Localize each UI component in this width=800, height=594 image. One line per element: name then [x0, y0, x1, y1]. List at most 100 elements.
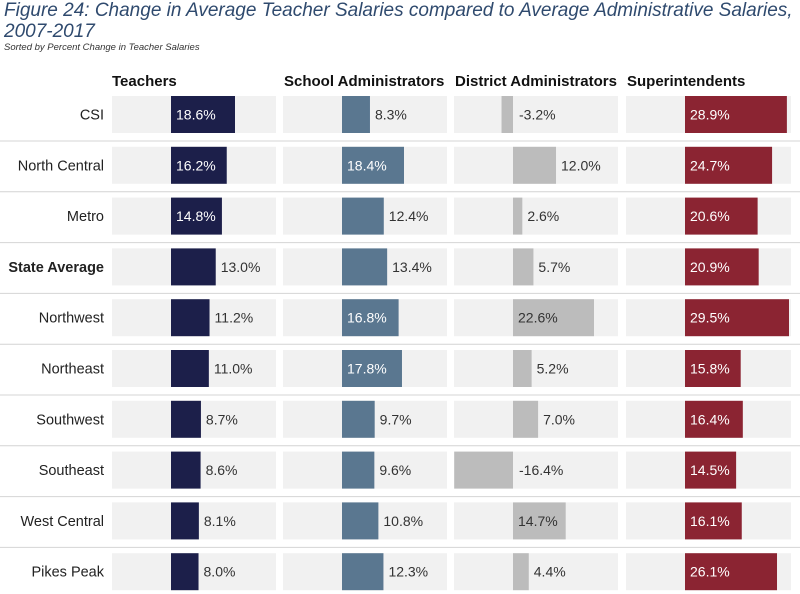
bar-district-administrators — [513, 146, 557, 184]
category-label: North Central — [18, 158, 104, 174]
bar-superintendents — [685, 400, 743, 438]
bar-teachers — [171, 350, 209, 387]
bar-district-administrators — [513, 299, 594, 337]
value-label-district-administrators: 2.6% — [527, 208, 559, 224]
column-header-teachers: Teachers — [112, 73, 177, 90]
value-label-district-administrators: 22.6% — [518, 310, 558, 326]
bar-superintendents — [685, 96, 787, 133]
value-label-district-administrators: 14.7% — [518, 513, 558, 529]
value-label-teachers: 8.1% — [204, 513, 236, 529]
column-header-superintendents: Superintendents — [627, 73, 746, 90]
bar-superintendents — [685, 553, 778, 591]
bar-school-administrators — [342, 197, 384, 235]
track-district-administrators — [454, 96, 618, 133]
bar-school-administrators — [342, 502, 379, 540]
value-label-district-administrators: 7.0% — [543, 411, 575, 427]
bar-superintendents — [685, 197, 758, 235]
value-label-school-administrators: 12.4% — [389, 208, 429, 224]
column-header-school-administrators: School Administrators — [284, 73, 445, 90]
category-label: Southwest — [36, 412, 104, 428]
category-label: West Central — [20, 514, 104, 530]
bar-district-administrators — [513, 248, 534, 286]
bar-school-administrators — [342, 248, 388, 286]
bar-teachers — [171, 502, 199, 540]
bar-teachers — [171, 146, 227, 184]
bar-superintendents — [685, 451, 737, 489]
value-label-school-administrators: 16.8% — [347, 310, 387, 326]
value-label-teachers: 8.6% — [206, 462, 238, 478]
category-label: CSI — [80, 108, 104, 124]
value-label-teachers: 18.6% — [176, 107, 216, 123]
category-label: Southeast — [39, 463, 104, 479]
value-label-superintendents: 16.4% — [690, 411, 730, 427]
value-label-superintendents: 15.8% — [690, 361, 730, 377]
bar-school-administrators — [342, 96, 370, 133]
value-label-district-administrators: 5.7% — [538, 259, 570, 275]
category-label: Pikes Peak — [31, 565, 104, 581]
value-label-school-administrators: 13.4% — [392, 259, 432, 275]
bar-district-administrators — [501, 96, 513, 133]
bar-teachers — [171, 451, 201, 489]
bar-school-administrators — [342, 400, 375, 438]
bar-school-administrators — [342, 451, 375, 489]
value-label-school-administrators: 9.6% — [379, 462, 411, 478]
value-label-district-administrators: 4.4% — [534, 564, 566, 580]
value-label-superintendents: 26.1% — [690, 564, 730, 580]
bar-district-administrators — [454, 451, 513, 489]
bar-district-administrators — [513, 197, 523, 235]
bar-superintendents — [685, 502, 742, 540]
value-label-district-administrators: -16.4% — [519, 462, 563, 478]
value-label-teachers: 16.2% — [176, 157, 216, 173]
bar-teachers — [171, 197, 222, 235]
bar-district-administrators — [513, 400, 539, 438]
value-label-teachers: 14.8% — [176, 208, 216, 224]
value-label-district-administrators: 12.0% — [561, 157, 601, 173]
bar-district-administrators — [513, 502, 566, 540]
bar-district-administrators — [513, 350, 532, 387]
value-label-district-administrators: 5.2% — [537, 361, 569, 377]
value-label-superintendents: 20.6% — [690, 208, 730, 224]
value-label-superintendents: 29.5% — [690, 310, 730, 326]
chart-title: Figure 24: Change in Average Teacher Sal… — [4, 0, 793, 42]
bar-superintendents — [685, 146, 773, 184]
track-district-administrators — [454, 197, 618, 235]
bar-teachers — [171, 248, 216, 286]
bar-superintendents — [685, 350, 741, 387]
bar-school-administrators — [342, 350, 402, 387]
value-label-superintendents: 28.9% — [690, 107, 730, 123]
chart-subtitle: Sorted by Percent Change in Teacher Sala… — [4, 42, 200, 53]
value-label-superintendents: 20.9% — [690, 259, 730, 275]
bar-superintendents — [685, 299, 789, 337]
value-label-superintendents: 24.7% — [690, 157, 730, 173]
bar-district-administrators — [513, 553, 529, 591]
column-header-district-administrators: District Administrators — [455, 73, 617, 90]
value-label-school-administrators: 18.4% — [347, 157, 387, 173]
value-label-school-administrators: 10.8% — [383, 513, 423, 529]
bar-teachers — [171, 553, 199, 591]
value-label-teachers: 11.0% — [214, 361, 253, 377]
bar-superintendents — [685, 248, 759, 286]
category-label: Northwest — [39, 311, 104, 327]
value-label-superintendents: 14.5% — [690, 462, 730, 478]
bar-school-administrators — [342, 553, 384, 591]
value-label-school-administrators: 9.7% — [380, 411, 412, 427]
value-label-superintendents: 16.1% — [690, 513, 730, 529]
value-label-teachers: 11.2% — [215, 310, 254, 326]
category-label: Northeast — [41, 362, 104, 378]
bar-teachers — [171, 400, 201, 438]
value-label-school-administrators: 8.3% — [375, 107, 407, 123]
value-label-teachers: 8.0% — [204, 564, 236, 580]
bar-school-administrators — [342, 146, 404, 184]
track-district-administrators — [454, 553, 618, 591]
value-label-teachers: 13.0% — [221, 259, 261, 275]
category-label: Metro — [67, 209, 104, 225]
value-label-school-administrators: 17.8% — [347, 361, 387, 377]
track-district-administrators — [454, 350, 618, 387]
value-label-teachers: 8.7% — [206, 411, 238, 427]
value-label-school-administrators: 12.3% — [388, 564, 428, 580]
category-label: State Average — [8, 260, 104, 276]
track-district-administrators — [454, 248, 618, 286]
bar-teachers — [171, 299, 210, 337]
value-label-district-administrators: -3.2% — [519, 107, 556, 123]
